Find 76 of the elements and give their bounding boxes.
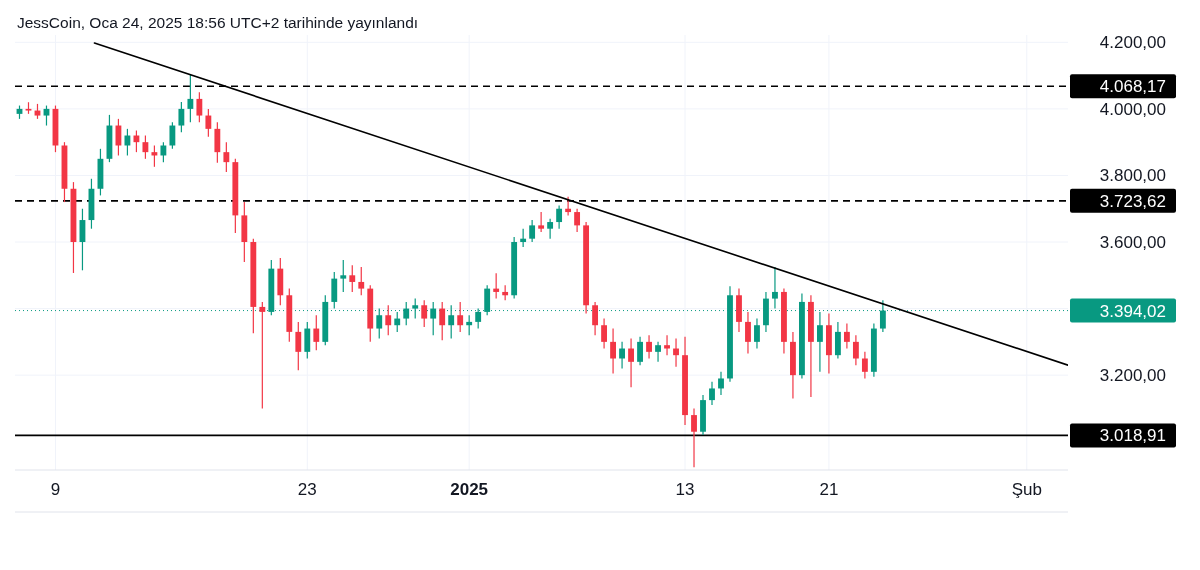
- candlestick: [133, 129, 140, 153]
- candlestick: [565, 196, 572, 216]
- candlestick: [718, 371, 724, 396]
- candlestick: [879, 299, 886, 333]
- candlestick: [610, 327, 616, 375]
- candlestick: [331, 271, 338, 310]
- candlestick: [223, 141, 230, 173]
- x-tick-label: Şub: [1011, 480, 1042, 499]
- candlestick: [358, 266, 365, 296]
- candlestick: [601, 317, 607, 350]
- ref-line-label: 4.068,17: [1099, 77, 1166, 97]
- candlestick: [403, 301, 410, 326]
- candlestick: [160, 141, 167, 163]
- candlestick: [529, 219, 536, 243]
- candlestick: [214, 121, 221, 164]
- y-tick-label: 3.600,00: [1099, 232, 1166, 252]
- candlestick: [709, 381, 715, 406]
- x-tick-label: 21: [819, 480, 839, 499]
- candlestick: [655, 341, 661, 363]
- candlestick: [538, 211, 545, 233]
- candlestick: [196, 91, 203, 123]
- x-tick-label: 2025: [450, 480, 489, 499]
- ref-line-label: 3.018,91: [1099, 426, 1166, 446]
- candlestick: [421, 299, 428, 328]
- y-tick-label: 3.800,00: [1099, 166, 1166, 186]
- candlestick: [637, 336, 643, 366]
- ref-line-label: 3.723,62: [1099, 191, 1166, 211]
- y-tick-label: 4.200,00: [1099, 33, 1166, 53]
- candlestick: [124, 128, 131, 157]
- candlestick: [178, 101, 185, 133]
- x-tick-label: 23: [297, 480, 317, 499]
- candlestick: [394, 311, 401, 333]
- candlestick: [754, 317, 760, 350]
- candlestick: [187, 74, 194, 123]
- candlestick: [673, 337, 679, 368]
- candlestick: [664, 334, 670, 356]
- candlestick: [295, 321, 302, 371]
- candlestick: [205, 108, 212, 138]
- candlestick: [493, 272, 500, 300]
- candlestick: [412, 298, 419, 320]
- candlestick: [646, 334, 652, 360]
- candlestick: [304, 321, 311, 360]
- candlestick: [439, 301, 446, 341]
- candlestick: [151, 144, 158, 168]
- candlestick: [385, 304, 392, 336]
- candlestick: [745, 311, 751, 355]
- candlestick: [457, 301, 464, 333]
- candlestick: [448, 304, 455, 340]
- candlestick: [340, 259, 347, 293]
- candlestick: [376, 307, 383, 340]
- candlestick: [142, 134, 149, 160]
- candlestick: [466, 314, 473, 336]
- y-tick-label: 4.000,00: [1099, 99, 1166, 119]
- candlestick: [574, 208, 581, 233]
- candlestick: [259, 301, 266, 410]
- x-tick-label: 13: [675, 480, 695, 499]
- ref-line-label: 3.394,02: [1099, 301, 1166, 321]
- candlestick: [349, 264, 356, 293]
- candlestick: [852, 334, 859, 366]
- candlestick: [843, 322, 850, 350]
- candlestick: [520, 228, 527, 248]
- candlestick: [430, 301, 437, 336]
- candlestick: [691, 407, 697, 468]
- candlestick: [43, 104, 50, 127]
- candlestick: [556, 204, 563, 230]
- candlestick: [592, 301, 599, 336]
- candlestick: [861, 351, 868, 380]
- candlestick: [169, 121, 176, 150]
- y-tick-label: 3.200,00: [1099, 366, 1166, 386]
- candlestick: [834, 321, 841, 360]
- chart-title: JessCoin, Oca 24, 2025 18:56 UTC+2 tarihinde yayınlandı: [17, 14, 419, 31]
- candlestick: [628, 337, 634, 388]
- candlestick: [313, 314, 320, 351]
- x-tick-label: 9: [50, 480, 61, 499]
- candlestick: [547, 218, 554, 240]
- candlestick: [619, 341, 625, 370]
